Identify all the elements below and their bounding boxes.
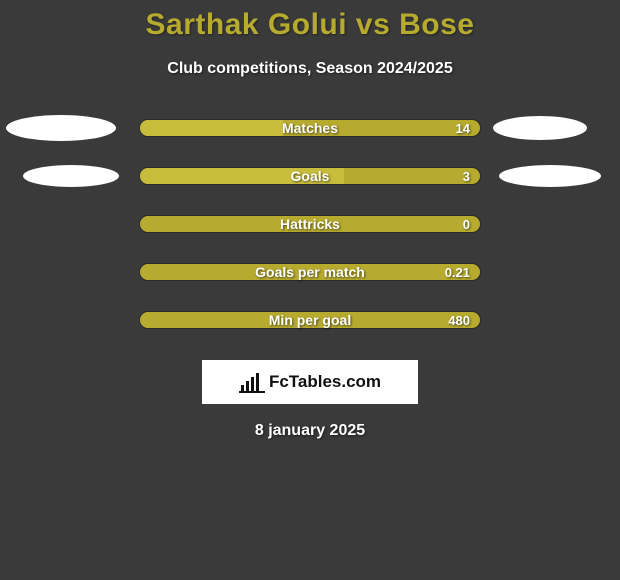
stat-label: Goals [291,168,330,184]
stat-bar: Goals per match 0.21 [139,263,481,281]
stat-bar: Matches 14 [139,119,481,137]
stat-value: 0.21 [445,265,470,280]
stat-value: 14 [456,121,470,136]
player-left-ellipse [23,165,119,187]
comparison-widget: Sarthak Golui vs Bose Club competitions,… [0,0,620,440]
player-right-ellipse [499,165,601,187]
page-title: Sarthak Golui vs Bose [0,8,620,42]
stat-row: Min per goal 480 [0,310,620,330]
bar-chart-icon [239,371,265,393]
stat-bar-fill [140,120,283,136]
brand-text: FcTables.com [269,372,381,392]
stat-bar: Hattricks 0 [139,215,481,233]
stat-bar: Goals 3 [139,167,481,185]
stats-chart: Matches 14 Goals 3 Hattricks 0 [0,118,620,330]
stat-row: Matches 14 [0,118,620,138]
brand-attribution[interactable]: FcTables.com [202,360,418,404]
subtitle: Club competitions, Season 2024/2025 [0,60,620,78]
stat-value: 0 [463,217,470,232]
generated-date: 8 january 2025 [0,422,620,440]
stat-label: Hattricks [280,216,340,232]
stat-value: 480 [448,313,470,328]
player-right-ellipse [493,116,587,140]
stat-label: Goals per match [255,264,365,280]
player-left-ellipse [6,115,116,141]
stat-row: Hattricks 0 [0,214,620,234]
stat-label: Matches [282,120,338,136]
stat-label: Min per goal [269,312,351,328]
stat-value: 3 [463,169,470,184]
stat-row: Goals 3 [0,166,620,186]
stat-row: Goals per match 0.21 [0,262,620,282]
stat-bar: Min per goal 480 [139,311,481,329]
